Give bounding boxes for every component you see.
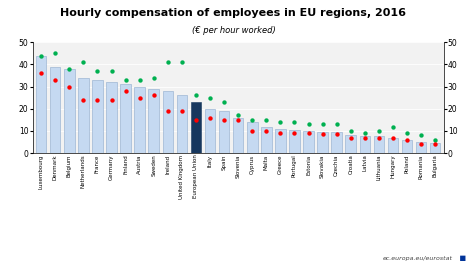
Point [65, 67, 73, 71]
Text: ec.europa.eu/eurostat: ec.europa.eu/eurostat [383, 256, 453, 261]
Point [37, 53, 45, 58]
Bar [346, 135, 356, 153]
Point [206, 96, 214, 100]
Point [192, 118, 200, 122]
Bar [163, 91, 173, 153]
Point [108, 69, 115, 73]
Point [178, 109, 185, 113]
Point [347, 129, 354, 133]
Point [361, 131, 368, 135]
Point [432, 142, 439, 146]
Bar [205, 109, 215, 153]
Bar [233, 118, 243, 153]
Point [164, 60, 171, 64]
Bar [149, 89, 159, 153]
Point [333, 122, 340, 126]
Bar [261, 126, 272, 153]
Point [248, 129, 256, 133]
Point [262, 118, 270, 122]
Point [122, 89, 129, 93]
Point [94, 69, 101, 73]
Point [150, 93, 157, 98]
Point [389, 135, 397, 140]
Point [122, 78, 129, 82]
Bar [36, 55, 46, 153]
Text: (€ per hour worked): (€ per hour worked) [191, 26, 276, 35]
Bar [416, 142, 426, 153]
Bar [64, 69, 75, 153]
Point [94, 98, 101, 102]
Point [220, 100, 228, 104]
Point [234, 118, 242, 122]
Point [150, 76, 157, 80]
Point [37, 71, 45, 76]
Point [220, 118, 228, 122]
Point [108, 98, 115, 102]
Point [206, 116, 214, 120]
Bar [247, 122, 257, 153]
Point [403, 131, 411, 135]
Point [305, 131, 312, 135]
Point [248, 118, 256, 122]
Point [136, 78, 143, 82]
Point [417, 133, 425, 138]
Bar [191, 102, 201, 153]
Point [51, 51, 59, 55]
Point [291, 120, 298, 124]
Bar [219, 111, 229, 153]
Point [136, 96, 143, 100]
Bar [78, 78, 89, 153]
Point [375, 129, 382, 133]
Point [389, 124, 397, 129]
Bar [106, 82, 117, 153]
Point [347, 135, 354, 140]
Bar [177, 96, 187, 153]
Point [333, 132, 340, 136]
Bar [50, 67, 61, 153]
Point [178, 60, 185, 64]
Point [79, 98, 87, 102]
Point [361, 135, 368, 140]
Point [291, 131, 298, 135]
Bar [388, 138, 398, 153]
Bar [402, 140, 412, 153]
Point [432, 138, 439, 142]
Point [65, 84, 73, 89]
Point [51, 78, 59, 82]
Bar [275, 129, 286, 153]
Bar [318, 132, 328, 153]
Bar [92, 80, 103, 153]
Bar [289, 130, 300, 153]
Text: Hourly compensation of employees in EU regions, 2016: Hourly compensation of employees in EU r… [61, 8, 406, 18]
Bar [303, 131, 314, 153]
Point [375, 135, 382, 140]
Point [164, 109, 171, 113]
Bar [430, 143, 440, 153]
Text: ■: ■ [455, 255, 467, 261]
Bar [374, 136, 384, 153]
Bar [120, 84, 131, 153]
Point [403, 138, 411, 142]
Point [276, 120, 284, 124]
Bar [134, 87, 145, 153]
Bar [332, 132, 342, 153]
Point [319, 132, 326, 136]
Point [305, 122, 312, 126]
Point [262, 129, 270, 133]
Bar [360, 136, 370, 153]
Point [234, 113, 242, 117]
Point [319, 122, 326, 126]
Point [276, 131, 284, 135]
Point [192, 93, 200, 98]
Point [79, 60, 87, 64]
Point [417, 142, 425, 146]
